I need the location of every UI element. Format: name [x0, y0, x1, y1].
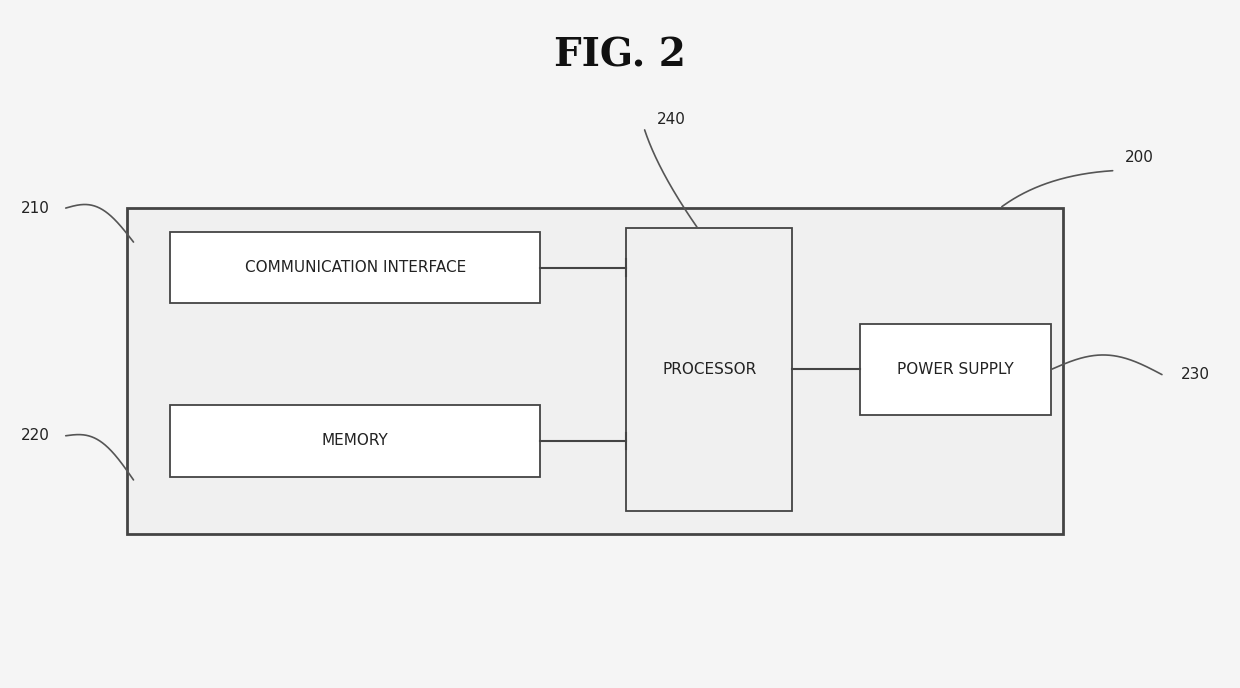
Text: MEMORY: MEMORY — [322, 433, 388, 449]
Text: 240: 240 — [657, 112, 686, 127]
Bar — [170, 232, 539, 303]
Text: POWER SUPPLY: POWER SUPPLY — [898, 362, 1014, 377]
Text: 230: 230 — [1180, 367, 1209, 382]
Text: 200: 200 — [1125, 149, 1154, 164]
Bar — [128, 208, 1064, 535]
Bar — [626, 228, 792, 510]
Bar — [170, 405, 539, 477]
Text: 210: 210 — [21, 201, 50, 215]
Bar — [861, 323, 1052, 416]
Text: 220: 220 — [21, 428, 50, 443]
Text: PROCESSOR: PROCESSOR — [662, 362, 756, 377]
Text: FIG. 2: FIG. 2 — [554, 36, 686, 74]
Text: COMMUNICATION INTERFACE: COMMUNICATION INTERFACE — [244, 260, 466, 275]
